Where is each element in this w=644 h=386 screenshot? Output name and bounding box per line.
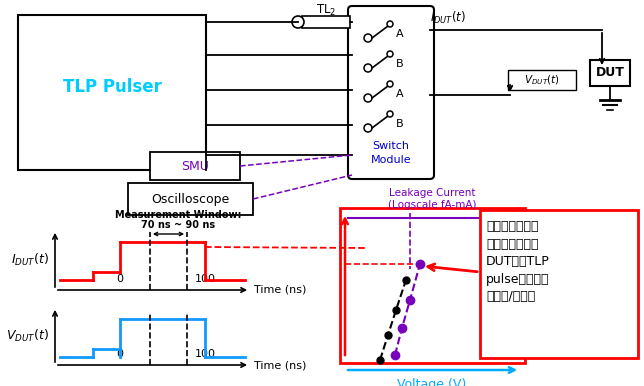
Bar xyxy=(150,152,240,180)
Circle shape xyxy=(364,64,372,72)
Text: Time (ns): Time (ns) xyxy=(254,360,307,370)
Text: 0: 0 xyxy=(117,349,124,359)
Bar xyxy=(18,15,206,170)
Text: Oscilloscope: Oscilloscope xyxy=(151,193,229,205)
Circle shape xyxy=(387,21,393,27)
Text: Leakage Current
(Logscale fA-mA): Leakage Current (Logscale fA-mA) xyxy=(388,188,477,210)
Circle shape xyxy=(364,34,372,42)
Text: B: B xyxy=(396,119,404,129)
Text: TL$_2$: TL$_2$ xyxy=(316,2,336,17)
Text: $I_{DUT}(t)$: $I_{DUT}(t)$ xyxy=(430,10,466,26)
Text: DUT: DUT xyxy=(596,66,625,80)
Circle shape xyxy=(292,16,304,28)
Circle shape xyxy=(387,51,393,57)
Bar xyxy=(302,16,350,28)
FancyBboxPatch shape xyxy=(348,6,434,179)
Text: 70 ns ~ 90 ns: 70 ns ~ 90 ns xyxy=(141,220,215,230)
Text: 漏电流曲线出现
明显偏折，说明
DUT在该TLP
pulse作用下发
生损伤/损坏。: 漏电流曲线出现 明显偏折，说明 DUT在该TLP pulse作用下发 生损伤/损… xyxy=(486,220,550,303)
Text: Measurement Window:: Measurement Window: xyxy=(115,210,242,220)
Text: $V_{DUT}(t)$: $V_{DUT}(t)$ xyxy=(6,328,49,344)
Text: 100: 100 xyxy=(194,349,216,359)
Text: 100: 100 xyxy=(194,274,216,284)
Bar xyxy=(508,70,576,90)
Text: Time (ns): Time (ns) xyxy=(254,285,307,295)
Circle shape xyxy=(387,111,393,117)
Text: Voltage (V): Voltage (V) xyxy=(397,378,467,386)
Text: A: A xyxy=(396,89,404,99)
Circle shape xyxy=(387,81,393,87)
Circle shape xyxy=(364,94,372,102)
Text: A: A xyxy=(396,29,404,39)
Bar xyxy=(128,183,253,215)
Bar xyxy=(480,210,638,358)
Text: B: B xyxy=(396,59,404,69)
Text: $I_{DUT}(t)$: $I_{DUT}(t)$ xyxy=(11,252,49,268)
Bar xyxy=(340,208,525,363)
Text: $V_{DUT}(t)$: $V_{DUT}(t)$ xyxy=(524,73,560,87)
Text: TLP Pulser: TLP Pulser xyxy=(62,78,162,96)
Text: 0: 0 xyxy=(117,274,124,284)
Bar xyxy=(590,60,630,86)
Text: SMU: SMU xyxy=(181,159,209,173)
Text: Switch
Module: Switch Module xyxy=(371,141,412,164)
Circle shape xyxy=(364,124,372,132)
